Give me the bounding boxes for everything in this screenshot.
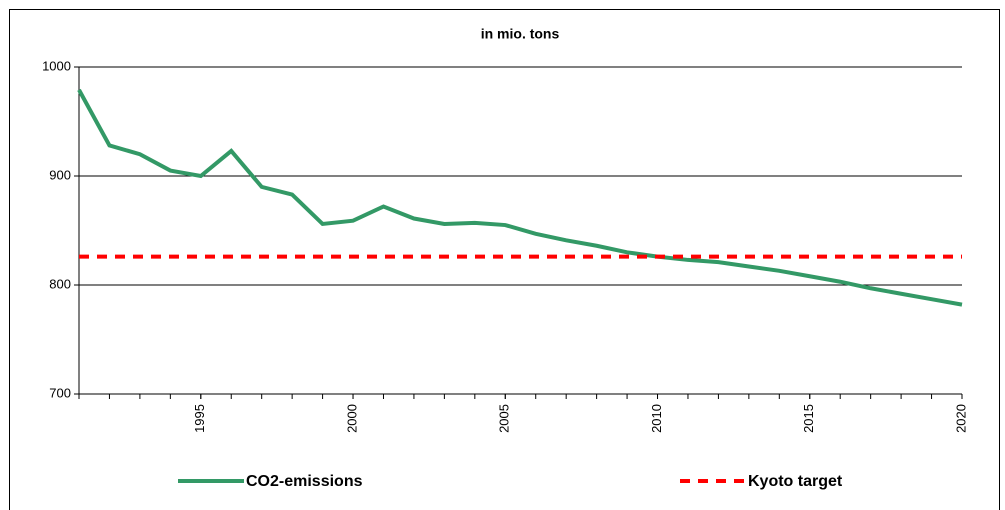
y-tick-label: 900 bbox=[49, 167, 71, 182]
legend-label: Kyoto target bbox=[748, 473, 843, 490]
chart-border bbox=[9, 9, 1000, 510]
x-tick-label: 2010 bbox=[649, 404, 664, 433]
series-line bbox=[77, 88, 963, 307]
y-tick-label: 800 bbox=[49, 276, 71, 291]
x-tick-label: 2020 bbox=[953, 404, 968, 433]
chart-title: in mio. tons bbox=[481, 26, 560, 42]
legend-label: CO2-emissions bbox=[246, 473, 363, 490]
y-tick-label: 1000 bbox=[42, 58, 71, 73]
y-tick-label: 700 bbox=[49, 385, 71, 400]
x-tick-label: 2000 bbox=[344, 404, 359, 433]
x-tick-label: 1995 bbox=[192, 404, 207, 433]
x-tick-label: 2005 bbox=[497, 404, 512, 433]
x-tick-label: 2015 bbox=[801, 404, 816, 433]
